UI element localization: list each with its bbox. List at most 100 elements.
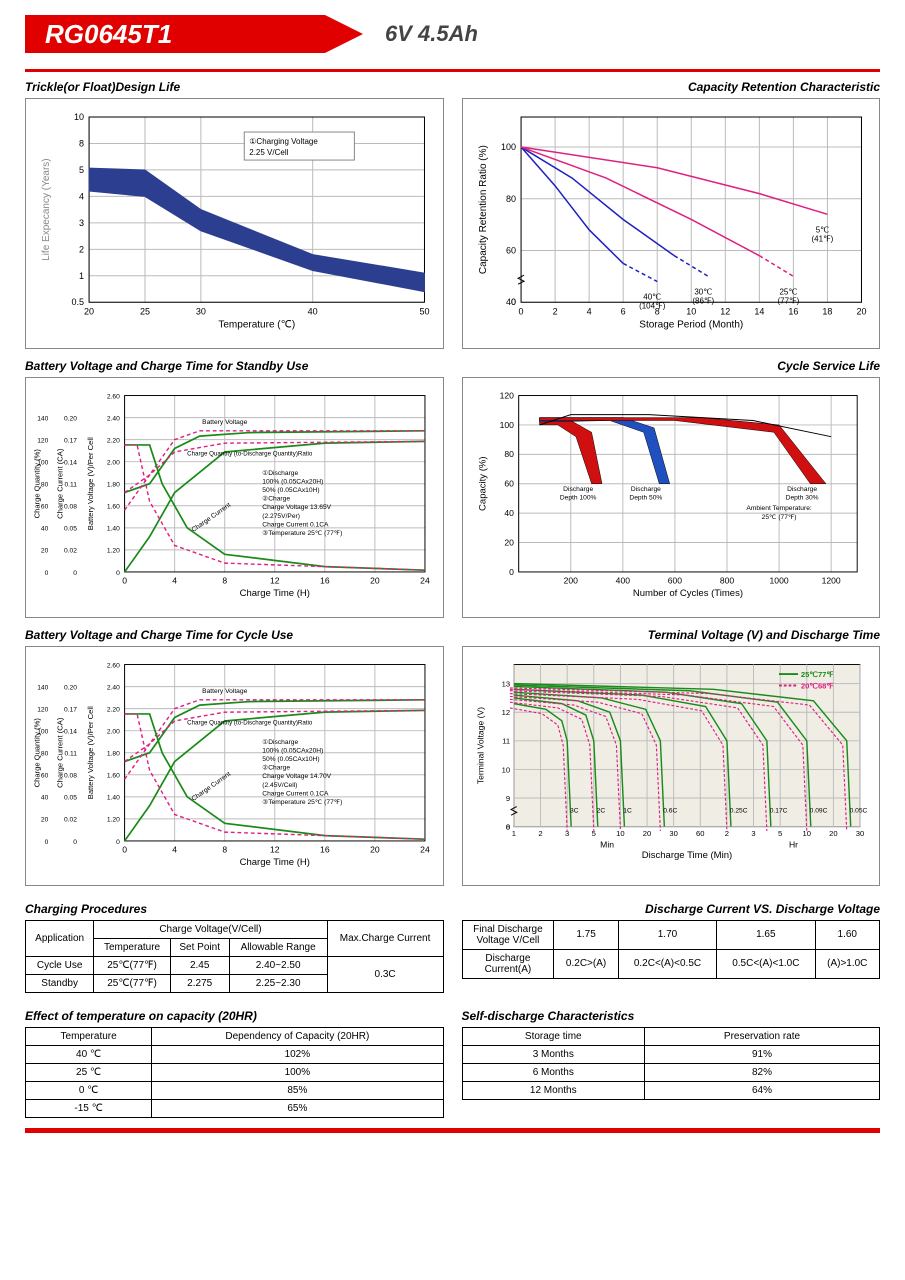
svg-text:0.11: 0.11 (64, 482, 77, 489)
chart5-svg: 02040608010012014000.020.050.080.110.140… (34, 655, 435, 874)
svg-text:①Charging Voltage: ①Charging Voltage (249, 137, 318, 146)
svg-text:(86℉): (86℉) (692, 296, 714, 305)
svg-text:12: 12 (501, 708, 509, 717)
svg-text:10: 10 (501, 765, 509, 774)
svg-text:40: 40 (41, 526, 49, 533)
svg-text:140: 140 (37, 684, 48, 691)
svg-text:25℃: 25℃ (779, 287, 797, 296)
svg-text:Charge Quantity (%): Charge Quantity (%) (34, 449, 42, 519)
svg-text:②Charge: ②Charge (262, 495, 290, 503)
svg-text:16: 16 (788, 306, 798, 316)
svg-text:Depth 100%: Depth 100% (559, 495, 596, 502)
svg-text:40: 40 (504, 508, 514, 518)
svg-text:0.6C: 0.6C (663, 807, 677, 814)
svg-text:140: 140 (37, 416, 48, 423)
svg-text:Charge Current: Charge Current (191, 770, 233, 802)
svg-text:0.05C: 0.05C (849, 807, 867, 814)
table3-title: Effect of temperature on capacity (20HR) (25, 1009, 444, 1023)
svg-text:5℃: 5℃ (815, 225, 828, 234)
svg-text:1.40: 1.40 (107, 794, 120, 801)
svg-text:Terminal Voltage (V): Terminal Voltage (V) (475, 706, 485, 783)
svg-text:9: 9 (505, 793, 509, 802)
svg-text:0.25C: 0.25C (729, 807, 747, 814)
svg-text:4: 4 (172, 576, 177, 586)
svg-text:0.11: 0.11 (64, 750, 77, 757)
svg-text:Charge Current (CA): Charge Current (CA) (56, 448, 65, 519)
svg-text:20: 20 (41, 548, 49, 555)
svg-text:60: 60 (506, 246, 516, 256)
svg-text:2: 2 (724, 829, 728, 838)
svg-text:5: 5 (778, 829, 782, 838)
svg-text:Hr: Hr (788, 839, 797, 849)
svg-text:0: 0 (116, 838, 120, 845)
svg-text:0.14: 0.14 (64, 728, 77, 735)
svg-text:0.09C: 0.09C (809, 807, 827, 814)
svg-text:40: 40 (41, 794, 49, 801)
svg-text:Battery Voltage: Battery Voltage (202, 419, 247, 426)
svg-text:③Temperature 25℃ (77℉): ③Temperature 25℃ (77℉) (262, 798, 342, 806)
svg-text:0: 0 (509, 567, 514, 577)
svg-text:80: 80 (506, 194, 516, 204)
svg-text:200: 200 (563, 576, 578, 586)
svg-text:24: 24 (420, 844, 430, 854)
svg-text:Depth 50%: Depth 50% (629, 495, 662, 502)
svg-text:800: 800 (719, 576, 734, 586)
svg-text:(104℉): (104℉) (639, 302, 666, 311)
footer-divider (25, 1128, 880, 1133)
svg-text:Capacity Retention Ratio (%): Capacity Retention Ratio (%) (478, 145, 489, 274)
svg-text:0.08: 0.08 (64, 772, 77, 779)
svg-text:16: 16 (320, 844, 330, 854)
chart6-title: Terminal Voltage (V) and Discharge Time (462, 628, 881, 642)
svg-text:2.25 V/Cell: 2.25 V/Cell (249, 148, 288, 157)
svg-text:2.00: 2.00 (107, 728, 120, 735)
svg-text:Number of Cycles (Times): Number of Cycles (Times) (632, 588, 742, 599)
chart2-title: Capacity Retention Characteristic (462, 80, 881, 94)
svg-text:2.40: 2.40 (107, 684, 120, 691)
svg-text:20℃68℉: 20℃68℉ (800, 681, 833, 690)
svg-text:20: 20 (370, 844, 380, 854)
table1-title: Charging Procedures (25, 902, 444, 916)
svg-text:0: 0 (45, 838, 49, 845)
svg-text:4: 4 (79, 191, 84, 201)
svg-text:120: 120 (37, 438, 48, 445)
svg-text:8: 8 (222, 844, 227, 854)
chart6-svg: 3C2C1C0.6C0.25C0.17C0.09C0.05C1235102030… (471, 655, 872, 874)
svg-text:30: 30 (196, 306, 206, 316)
svg-text:0: 0 (511, 297, 516, 307)
svg-text:Battery Voltage: Battery Voltage (202, 687, 247, 694)
chart6-box: 3C2C1C0.6C0.25C0.17C0.09C0.05C1235102030… (462, 646, 881, 886)
svg-text:0.17: 0.17 (64, 706, 77, 713)
svg-text:Temperature (℃): Temperature (℃) (218, 319, 295, 330)
svg-text:13: 13 (501, 679, 509, 688)
svg-text:1.60: 1.60 (107, 772, 120, 779)
svg-text:10: 10 (616, 829, 624, 838)
svg-text:Charge Time (H): Charge Time (H) (240, 856, 310, 867)
svg-text:24: 24 (420, 576, 430, 586)
svg-text:0: 0 (122, 844, 127, 854)
svg-text:Charge Voltage 14.70V: Charge Voltage 14.70V (262, 773, 331, 780)
svg-text:1.40: 1.40 (107, 526, 120, 533)
svg-text:25℃ (77℉): 25℃ (77℉) (761, 514, 796, 521)
svg-text:60: 60 (41, 772, 49, 779)
svg-text:0.20: 0.20 (64, 416, 77, 423)
svg-text:12: 12 (720, 306, 730, 316)
svg-text:Min: Min (600, 839, 614, 849)
svg-text:(2.45V/Cell): (2.45V/Cell) (262, 781, 297, 788)
svg-text:Charge Voltage 13.65V: Charge Voltage 13.65V (262, 505, 331, 512)
header: RG0645T1 6V 4.5Ah (25, 15, 880, 53)
svg-text:Life Expecancy (Years): Life Expecancy (Years) (41, 158, 52, 260)
svg-text:20: 20 (370, 576, 380, 586)
svg-text:Charge Quantity (%): Charge Quantity (%) (34, 717, 42, 787)
svg-text:2.60: 2.60 (107, 394, 120, 401)
svg-text:18: 18 (822, 306, 832, 316)
svg-text:2.20: 2.20 (107, 438, 120, 445)
chart1-svg: 20253040500.512345810Temperature (℃)Life… (34, 107, 435, 337)
svg-text:2.60: 2.60 (107, 662, 120, 669)
svg-text:①Discharge: ①Discharge (262, 738, 298, 746)
chart4-svg: DischargeDepth 100%DischargeDepth 50%Dis… (471, 386, 872, 605)
svg-text:14: 14 (754, 306, 764, 316)
svg-text:Charge Current 0.1CA: Charge Current 0.1CA (262, 790, 329, 797)
svg-text:0.08: 0.08 (64, 504, 77, 511)
svg-text:Discharge: Discharge (563, 486, 593, 493)
svg-text:100: 100 (501, 142, 516, 152)
